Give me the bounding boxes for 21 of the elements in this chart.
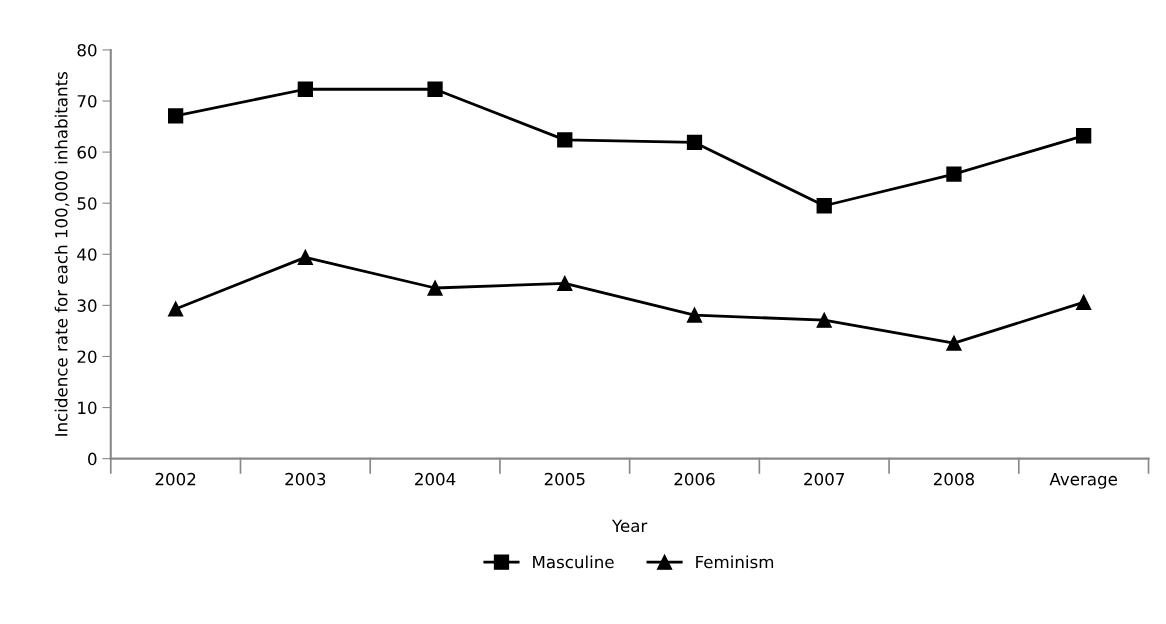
x-tick-label: 2006 (674, 472, 715, 486)
legend-label: Feminism (696, 555, 774, 569)
y-tick-label: 50 (77, 197, 97, 210)
x-tick-label: 2008 (933, 472, 974, 486)
y-tick-label: 40 (77, 248, 97, 261)
y-tick-label: 20 (77, 350, 97, 364)
y-tick-label: 80 (77, 43, 97, 57)
x-tick-label: 2005 (544, 472, 585, 486)
legend-label: Masculine (533, 555, 614, 569)
x-axis-title: Year (611, 519, 648, 533)
y-tick-label: 30 (77, 299, 97, 312)
y-tick-label: 60 (77, 146, 97, 159)
x-tick-label: 2002 (155, 472, 196, 486)
x-tick-label: Average (1049, 473, 1117, 489)
y-tick-label: 10 (78, 401, 97, 415)
x-tick-label: 2003 (285, 472, 326, 486)
y-tick-label: 70 (77, 94, 97, 108)
y-axis-title: Incidence rate for each 100,000 inhabitants (54, 72, 70, 436)
y-tick-label: 0 (88, 452, 97, 466)
x-tick-label: 2004 (415, 472, 456, 486)
x-tick-label: 2007 (804, 472, 844, 486)
